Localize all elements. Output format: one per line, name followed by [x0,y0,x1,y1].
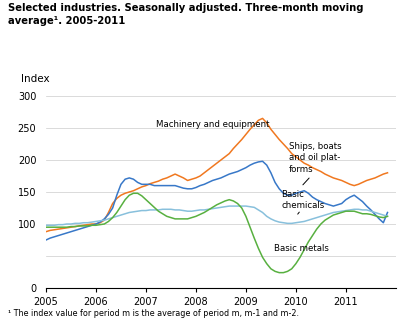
Text: Selected industries. Seasonally adjusted. Three-month moving
average¹. 2005-2011: Selected industries. Seasonally adjusted… [8,3,364,26]
Text: Index: Index [22,74,50,84]
Text: Basic
chemicals: Basic chemicals [281,190,324,210]
Text: ¹ The index value for period m is the average of period m, m-1 and m-2.: ¹ The index value for period m is the av… [8,309,299,318]
Text: Machinery and equipment: Machinery and equipment [156,120,270,129]
Text: Ships, boats
and oil plat-
forms: Ships, boats and oil plat- forms [288,142,341,173]
Text: Basic metals: Basic metals [274,244,328,253]
